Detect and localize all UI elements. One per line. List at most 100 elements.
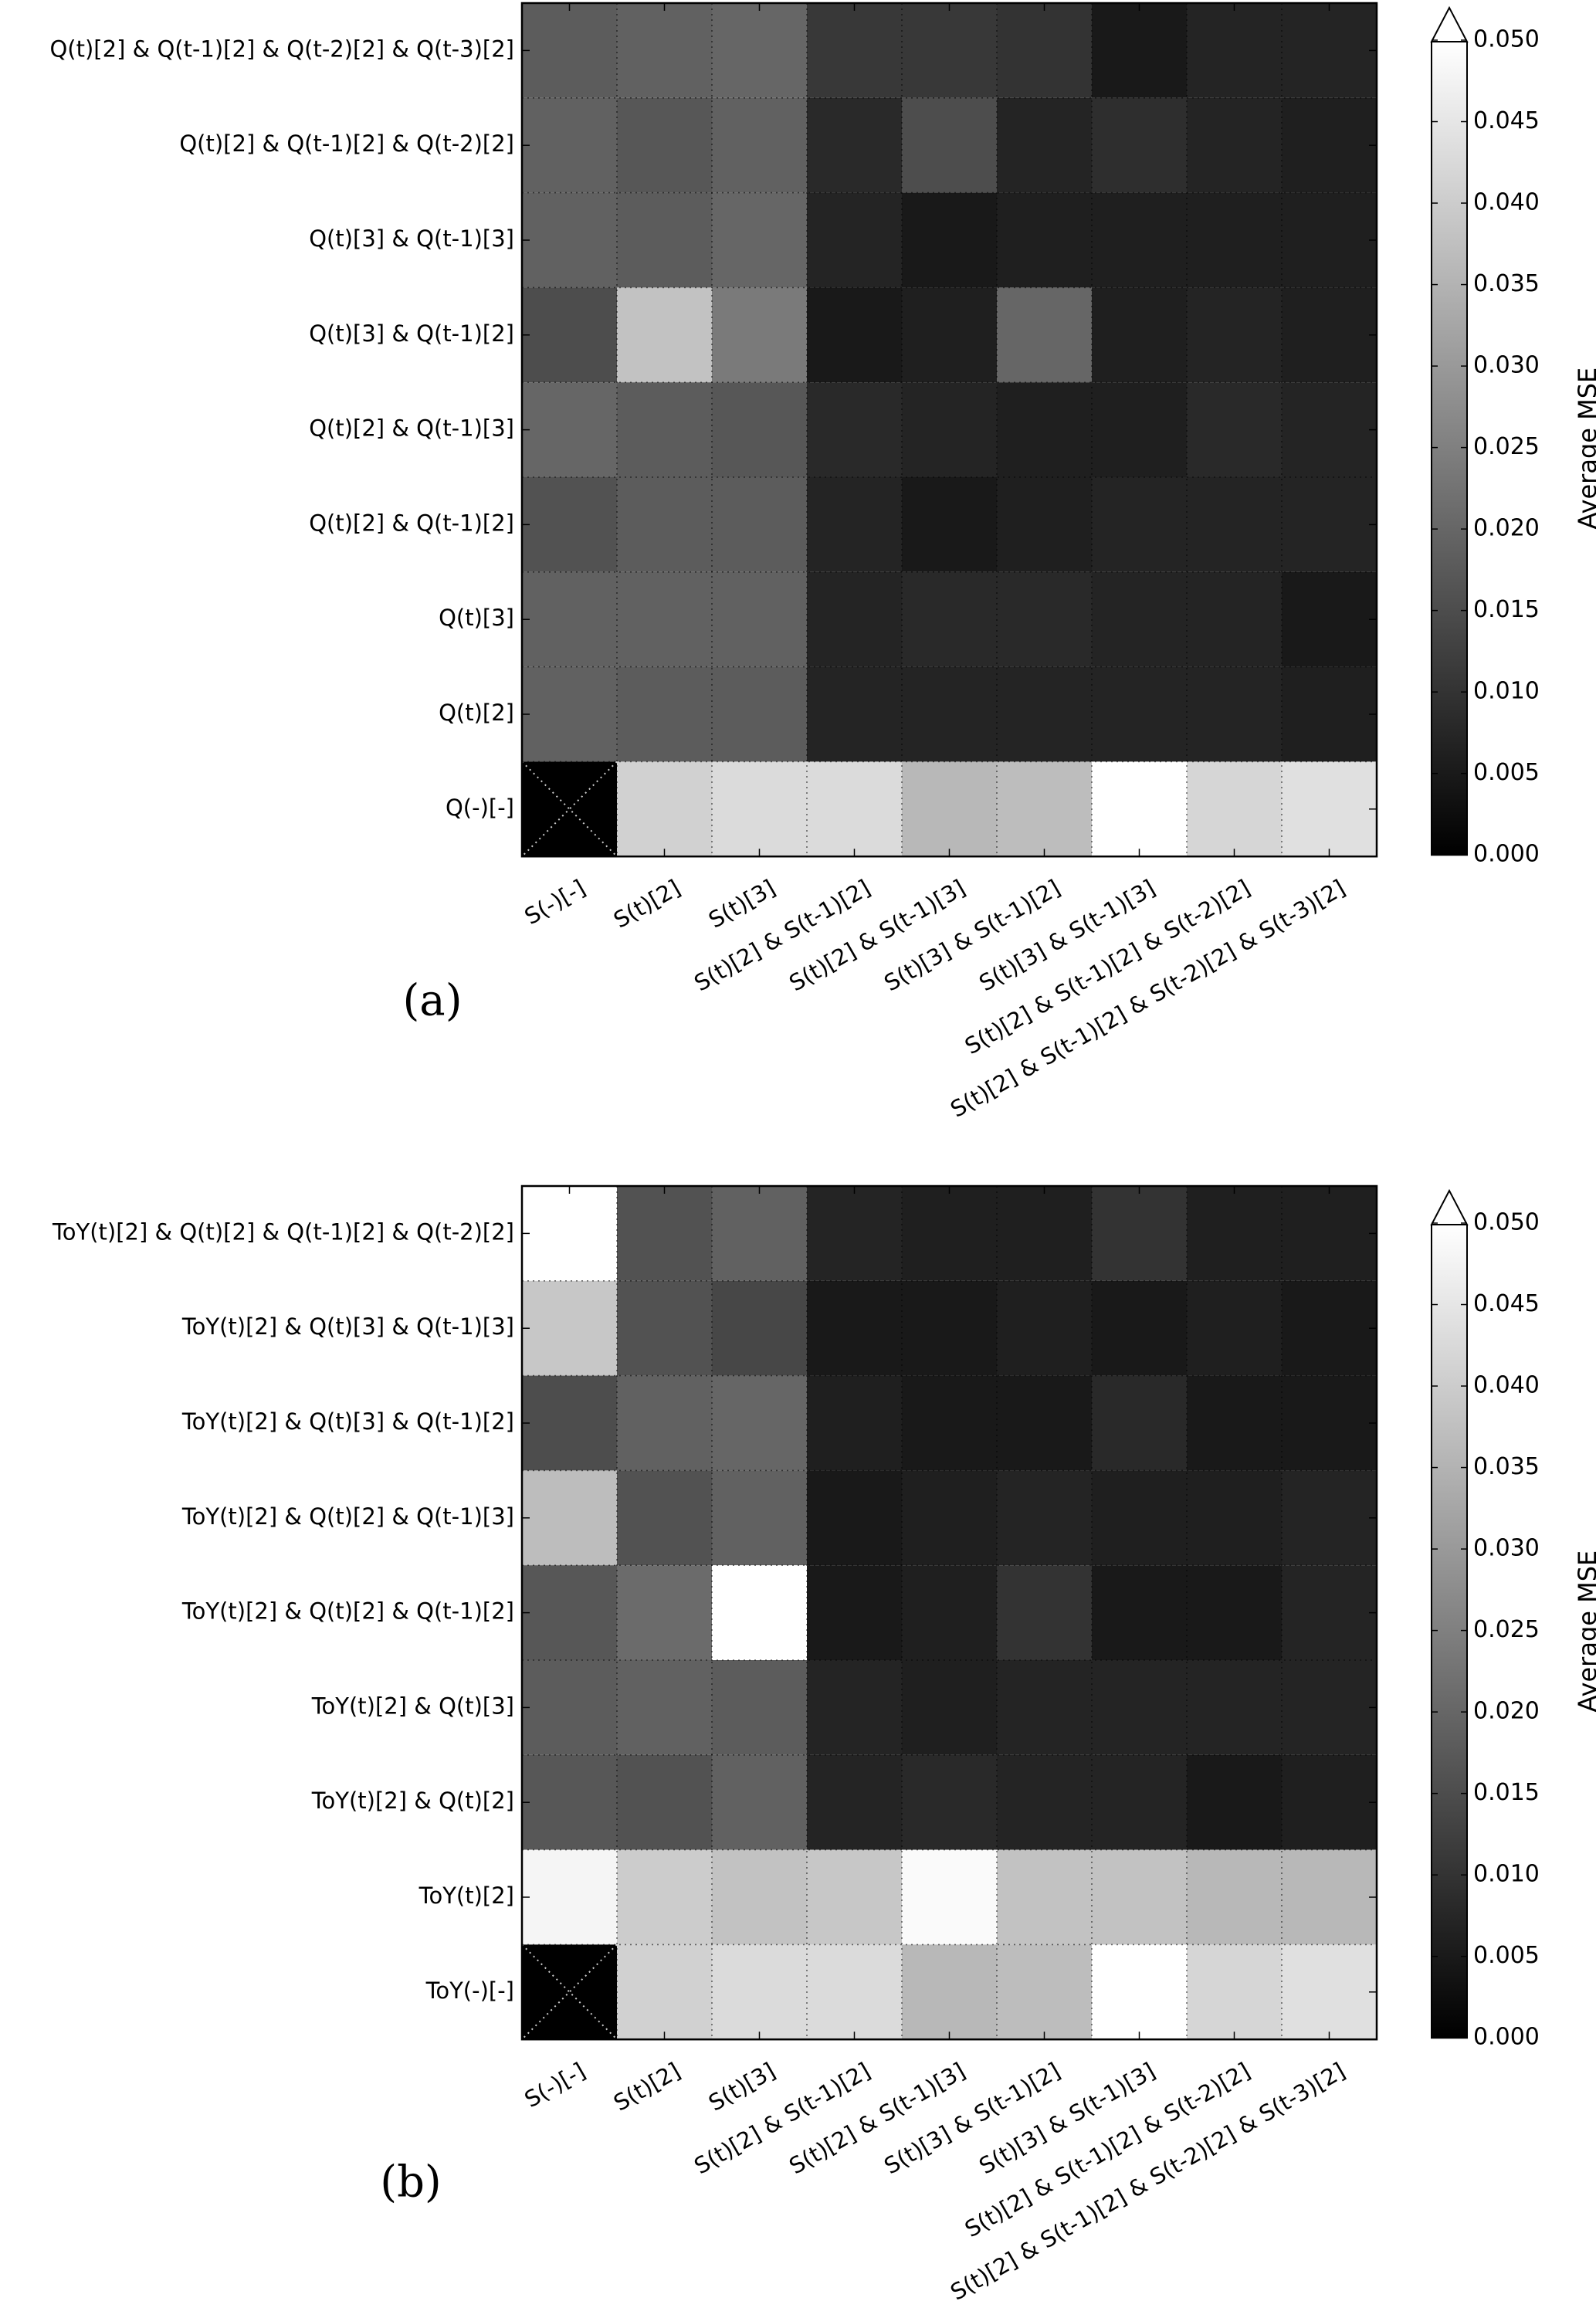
colorbar-extend-arrow-icon [1430, 1188, 1469, 1225]
heatmap-cell-r3-c3 [807, 287, 902, 383]
colorbar-tick-label: 0.000 [1473, 2024, 1540, 2051]
heatmap-cell-r3-c4 [902, 1470, 997, 1566]
heatmap-cell-r0-c6 [1092, 3, 1187, 98]
heatmap-cell-r6-c7 [1187, 1754, 1282, 1850]
heatmap-cell-r7-c0 [522, 666, 617, 762]
heatmap-cell-r4-c7 [1187, 382, 1282, 477]
heatmap-cell-r1-c4 [902, 97, 997, 193]
heatmap-cell-r3-c2 [712, 1470, 807, 1566]
heatmap-cell-r7-c2 [712, 1849, 807, 1945]
heatmap-cell-r6-c1 [617, 571, 712, 667]
colorbar: 0.000 0.005 0.010 0.015 0.020 0.025 0.030 0.035… [1430, 5, 1596, 868]
heatmap-cell-r1-c8 [1282, 97, 1377, 193]
y-tick-label: ToY(t)[2] & Q(t)[3] & Q(t-1)[3] [181, 1313, 514, 1340]
x-tick-label: S(t)[2] & S(t-1)[2] [690, 875, 875, 997]
heatmap-cell-r4-c5 [997, 1565, 1092, 1660]
x-tick-label: S(t)[3] [704, 875, 780, 934]
heatmap-cell-r4-c0 [522, 1565, 617, 1660]
heatmap-cell-r0-c1 [617, 1186, 712, 1281]
heatmap-cell-r6-c5 [997, 571, 1092, 667]
colorbar: 0.000 0.005 0.010 0.015 0.020 0.025 0.030 0.035… [1430, 1188, 1596, 2051]
heatmap-cell-r0-c5 [997, 3, 1092, 98]
heatmap-cell-r8-c7 [1187, 1944, 1282, 2040]
colorbar-tick-label: 0.020 [1473, 515, 1540, 542]
heatmap-cell-r8-c1 [617, 761, 712, 857]
panel-label: (b) [380, 2157, 442, 2208]
x-tick-label: S(t)[3] [704, 2058, 780, 2116]
x-tick-label: S(t)[2] & S(t-1)[3] [784, 2058, 970, 2180]
heatmap-cell-r5-c8 [1282, 477, 1377, 572]
heatmap-cell-r1-c1 [617, 1280, 712, 1376]
heatmap-cell-r4-c2 [712, 382, 807, 477]
heatmap-panel-b: ToY(t)[2] & Q(t)[2] & Q(t-1)[2] & Q(t-2)… [52, 1184, 1596, 2306]
heatmap-cell-r7-c1 [617, 1849, 712, 1945]
heatmap-cell-r0-c3 [807, 3, 902, 98]
y-tick-label: Q(t)[3] [439, 605, 514, 631]
heatmap-cell-r1-c5 [997, 97, 1092, 193]
heatmap-cell-r2-c8 [1282, 192, 1377, 288]
colorbar-tick-label: 0.050 [1473, 1209, 1540, 1236]
colorbar-tick-label: 0.045 [1473, 1290, 1540, 1317]
heatmap-cell-r7-c0 [522, 1849, 617, 1945]
heatmap-cell-r6-c8 [1282, 571, 1377, 667]
heatmap-cell-r5-c4 [902, 477, 997, 572]
x-tick-label: S(t)[3] & S(t-1)[2] [879, 875, 1065, 997]
heatmap-cell-r2-c2 [712, 192, 807, 288]
heatmap-cell-r4-c6 [1092, 1565, 1187, 1660]
heatmap-cell-r4-c2 [712, 1565, 807, 1660]
heatmap-cell-r6-c6 [1092, 1754, 1187, 1850]
heatmap-cell-r4-c5 [997, 382, 1092, 477]
colorbar-tick-label: 0.005 [1473, 1942, 1540, 1969]
heatmap-cell-r1-c7 [1187, 97, 1282, 193]
heatmap-cell-r0-c8 [1282, 3, 1377, 98]
cell-grid-lines [522, 3, 1377, 857]
colorbar-tick-label: 0.020 [1473, 1698, 1540, 1725]
heatmap-cell-r1-c4 [902, 1280, 997, 1376]
y-tick-label: ToY(t)[2] & Q(t)[2] [311, 1788, 514, 1814]
y-tick-label: ToY(t)[2] & Q(t)[2] & Q(t-1)[2] [181, 1598, 514, 1625]
colorbar-tick-label: 0.000 [1473, 841, 1540, 868]
heatmap-cell-r6-c2 [712, 571, 807, 667]
colorbar-title: Average MSE [1573, 1550, 1596, 1713]
y-tick-label: Q(t)[2] & Q(t-1)[2] & Q(t-2)[2] & Q(t-3)… [49, 36, 514, 62]
colorbar-tick-label: 0.025 [1473, 1616, 1540, 1643]
heatmap-cell-r4-c3 [807, 1565, 902, 1660]
heatmap-cell-r8-c5 [997, 761, 1092, 857]
heatmap-cell-r5-c6 [1092, 1660, 1187, 1755]
heatmap-cell-r3-c7 [1187, 287, 1282, 383]
y-tick-label: Q(-)[-] [446, 795, 514, 821]
heatmap-cell-r7-c8 [1282, 666, 1377, 762]
heatmap-cell-r8-c2 [712, 761, 807, 857]
heatmap-panel-a: Q(t)[2] & Q(t-1)[2] & Q(t-2)[2] & Q(t-3)… [49, 2, 1596, 1123]
heatmap-cell-r8-c2 [712, 1944, 807, 2040]
heatmap-cell-r5-c5 [997, 1660, 1092, 1755]
x-tick-label: S(t)[2] & S(t-1)[2] [690, 2058, 875, 2180]
heatmap-cell-r8-c6 [1092, 761, 1187, 857]
y-tick-label: Q(t)[3] & Q(t-1)[3] [309, 225, 514, 252]
heatmap-cell-r7-c5 [997, 1849, 1092, 1945]
colorbar-tick-label: 0.050 [1473, 26, 1540, 53]
heatmap-cell-r1-c1 [617, 97, 712, 193]
y-tick-label: ToY(t)[2] & Q(t)[2] & Q(t-1)[2] & Q(t-2)… [52, 1218, 514, 1245]
heatmap-cell-r2-c2 [712, 1375, 807, 1471]
heatmap-cell-r8-c6 [1092, 1944, 1187, 2040]
missing-cell-cross-icon [521, 761, 618, 857]
x-tick-label: S(-)[-] [520, 875, 590, 930]
heatmap-cell-r5-c0 [522, 477, 617, 572]
heatmap-cell-r6-c3 [807, 571, 902, 667]
heatmap-cell-r3-c6 [1092, 1470, 1187, 1566]
heatmap-cell-r5-c1 [617, 477, 712, 572]
heatmap-cell-r8-c3 [807, 761, 902, 857]
heatmap-cell-r2-c1 [617, 1375, 712, 1471]
heatmap-cell-r5-c4 [902, 1660, 997, 1755]
heatmap-cell-r1-c8 [1282, 1280, 1377, 1376]
heatmap-cell-r5-c5 [997, 477, 1092, 572]
heatmap-cell-r2-c5 [997, 1375, 1092, 1471]
heatmap-cell-r4-c4 [902, 1565, 997, 1660]
heatmap-cell-r7-c8 [1282, 1849, 1377, 1945]
heatmap-cell-r4-c8 [1282, 1565, 1377, 1660]
heatmap-cell-r6-c2 [712, 1754, 807, 1850]
colorbar-tick-label: 0.015 [1473, 1779, 1540, 1806]
colorbar-tick-label: 0.030 [1473, 1535, 1540, 1562]
